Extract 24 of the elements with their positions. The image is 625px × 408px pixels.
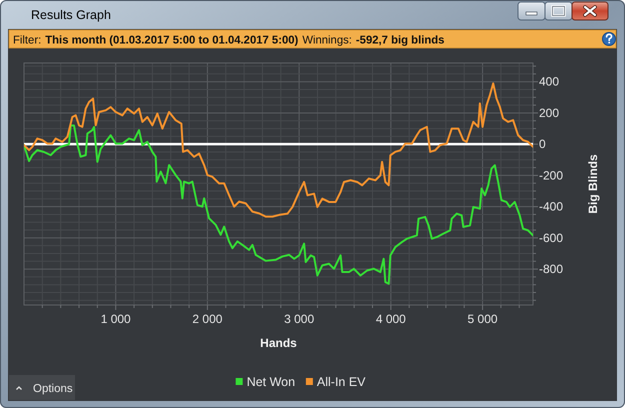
y-tick-label: 200: [539, 106, 560, 120]
line-series: [24, 124, 533, 285]
x-tick-label: 3 000: [284, 312, 314, 326]
x-axis-title: Hands: [260, 336, 298, 350]
x-tick-label: 5 000: [468, 312, 498, 326]
x-tick-label: 4 000: [376, 312, 406, 326]
y-axis-title: Big Blinds: [586, 154, 600, 214]
y-tick-label: -600: [539, 230, 564, 245]
text: -592,7 big blinds: [356, 34, 444, 46]
legend-label: All-In EV: [316, 375, 366, 389]
y-tick-label: 400: [539, 74, 560, 89]
y-tick-label: 0: [539, 137, 546, 152]
x-tick-label: 1 000: [100, 312, 132, 326]
text: Winnings:: [302, 34, 352, 46]
y-tick-label: -400: [539, 200, 564, 214]
legend-label: Net Won: [246, 375, 296, 389]
text: Options: [33, 383, 73, 395]
text: This month (01.03.2017 5:00 to 01.04.2017 5:00): [45, 34, 299, 46]
y-tick-label: -800: [539, 262, 564, 276]
chart-title: Results Graph: [31, 8, 111, 22]
text: Filter:: [13, 34, 42, 46]
x-tick-label: 2 000: [192, 312, 223, 326]
y-tick-label: -200: [539, 168, 564, 182]
line-series: [24, 82, 533, 218]
